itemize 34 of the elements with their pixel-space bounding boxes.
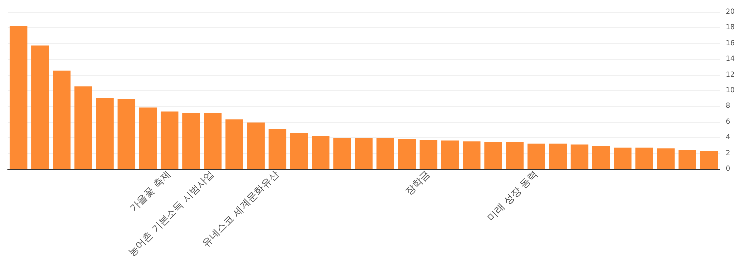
bar bbox=[506, 142, 524, 170]
bar bbox=[10, 26, 28, 170]
bar bbox=[549, 144, 568, 170]
bar bbox=[355, 138, 373, 170]
bar bbox=[247, 122, 265, 170]
bar bbox=[96, 98, 114, 170]
x-tick-label: 미래 성장 동력 bbox=[486, 169, 540, 224]
bar bbox=[334, 138, 352, 170]
bar bbox=[53, 70, 71, 170]
bar bbox=[657, 148, 675, 170]
bar bbox=[160, 112, 179, 170]
bar bbox=[570, 144, 589, 170]
bar bbox=[312, 136, 330, 170]
bar bbox=[636, 148, 654, 170]
bar bbox=[678, 150, 696, 170]
bar bbox=[268, 129, 287, 170]
bar bbox=[226, 120, 244, 170]
bar bbox=[290, 132, 308, 170]
bar bbox=[441, 140, 460, 170]
bar bbox=[398, 139, 416, 170]
bar bbox=[420, 140, 438, 170]
bar bbox=[182, 113, 200, 170]
bar bbox=[32, 46, 50, 170]
bar bbox=[614, 148, 632, 170]
bar bbox=[74, 86, 92, 170]
bar bbox=[700, 151, 718, 170]
bar bbox=[139, 108, 158, 170]
bar bbox=[592, 146, 610, 170]
bar bbox=[463, 142, 481, 170]
bar bbox=[204, 113, 222, 170]
bar bbox=[484, 142, 502, 170]
bar bbox=[118, 99, 136, 170]
bar bbox=[376, 138, 394, 170]
bar bbox=[528, 144, 546, 170]
